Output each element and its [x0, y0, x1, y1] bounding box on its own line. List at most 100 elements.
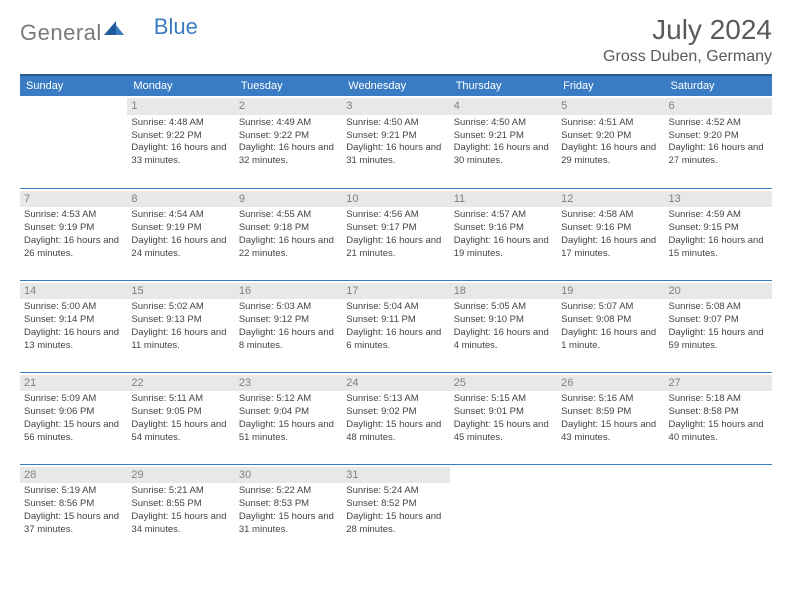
day-content: Sunrise: 5:07 AMSunset: 9:08 PMDaylight:… — [561, 301, 660, 352]
sunset-line: Sunset: 9:13 PM — [131, 314, 230, 327]
sunset-line: Sunset: 9:22 PM — [131, 130, 230, 143]
day-number: 29 — [127, 467, 234, 484]
day-number: 8 — [127, 191, 234, 208]
day-content: Sunrise: 4:52 AMSunset: 9:20 PMDaylight:… — [669, 117, 768, 168]
calendar-cell: 23Sunrise: 5:12 AMSunset: 9:04 PMDayligh… — [235, 372, 342, 464]
sunrise-line: Sunrise: 5:21 AM — [131, 485, 230, 498]
daylight-line: Daylight: 15 hours and 34 minutes. — [131, 511, 230, 537]
weekday-header: Sunday — [20, 75, 127, 96]
day-number: 5 — [557, 98, 664, 115]
calendar-cell: 30Sunrise: 5:22 AMSunset: 8:53 PMDayligh… — [235, 464, 342, 556]
sunset-line: Sunset: 9:21 PM — [346, 130, 445, 143]
sunset-line: Sunset: 8:58 PM — [669, 406, 768, 419]
calendar-cell: 20Sunrise: 5:08 AMSunset: 9:07 PMDayligh… — [665, 280, 772, 372]
calendar-cell: 7Sunrise: 4:53 AMSunset: 9:19 PMDaylight… — [20, 188, 127, 280]
month-title: July 2024 — [603, 14, 772, 46]
day-number: 27 — [665, 375, 772, 392]
sunset-line: Sunset: 9:08 PM — [561, 314, 660, 327]
sunset-line: Sunset: 9:15 PM — [669, 222, 768, 235]
day-content: Sunrise: 5:13 AMSunset: 9:02 PMDaylight:… — [346, 393, 445, 444]
calendar-cell: 21Sunrise: 5:09 AMSunset: 9:06 PMDayligh… — [20, 372, 127, 464]
daylight-line: Daylight: 16 hours and 1 minute. — [561, 327, 660, 353]
location-label: Gross Duben, Germany — [603, 48, 772, 66]
calendar-cell: 19Sunrise: 5:07 AMSunset: 9:08 PMDayligh… — [557, 280, 664, 372]
sunset-line: Sunset: 8:52 PM — [346, 498, 445, 511]
day-number: 16 — [235, 283, 342, 300]
calendar-cell: 8Sunrise: 4:54 AMSunset: 9:19 PMDaylight… — [127, 188, 234, 280]
day-number: 11 — [450, 191, 557, 208]
daylight-line: Daylight: 16 hours and 27 minutes. — [669, 142, 768, 168]
calendar-cell — [557, 464, 664, 556]
day-content: Sunrise: 5:21 AMSunset: 8:55 PMDaylight:… — [131, 485, 230, 536]
calendar-table: Sunday Monday Tuesday Wednesday Thursday… — [20, 74, 772, 556]
calendar-row: 1 Sunrise: 4:48 AMSunset: 9:22 PMDaylight… — [20, 96, 772, 188]
calendar-row: 21Sunrise: 5:09 AMSunset: 9:06 PMDayligh… — [20, 372, 772, 464]
weekday-header: Saturday — [665, 75, 772, 96]
calendar-cell: 18Sunrise: 5:05 AMSunset: 9:10 PMDayligh… — [450, 280, 557, 372]
sunset-line: Sunset: 9:11 PM — [346, 314, 445, 327]
daylight-line: Daylight: 16 hours and 11 minutes. — [131, 327, 230, 353]
sunrise-line: Sunrise: 4:56 AM — [346, 209, 445, 222]
weekday-header: Tuesday — [235, 75, 342, 96]
calendar-cell: 22Sunrise: 5:11 AMSunset: 9:05 PMDayligh… — [127, 372, 234, 464]
day-number: 1 — [127, 98, 234, 115]
calendar-row: 28Sunrise: 5:19 AMSunset: 8:56 PMDayligh… — [20, 464, 772, 556]
sunset-line: Sunset: 9:12 PM — [239, 314, 338, 327]
logo-text-blue: Blue — [154, 14, 198, 40]
sunrise-line: Sunrise: 5:08 AM — [669, 301, 768, 314]
day-number: 2 — [235, 98, 342, 115]
sunrise-line: Sunrise: 5:11 AM — [131, 393, 230, 406]
sunrise-line: Sunrise: 4:55 AM — [239, 209, 338, 222]
day-content: Sunrise: 5:12 AMSunset: 9:04 PMDaylight:… — [239, 393, 338, 444]
sunrise-line: Sunrise: 4:53 AM — [24, 209, 123, 222]
calendar-cell — [665, 464, 772, 556]
day-number: 15 — [127, 283, 234, 300]
sunset-line: Sunset: 9:06 PM — [24, 406, 123, 419]
day-number: 9 — [235, 191, 342, 208]
weekday-header: Wednesday — [342, 75, 449, 96]
calendar-cell: 12Sunrise: 4:58 AMSunset: 9:16 PMDayligh… — [557, 188, 664, 280]
daylight-line: Daylight: 16 hours and 24 minutes. — [131, 235, 230, 261]
logo-triangle-icon — [104, 21, 126, 40]
sunrise-line: Sunrise: 4:57 AM — [454, 209, 553, 222]
daylight-line: Daylight: 15 hours and 48 minutes. — [346, 419, 445, 445]
sunset-line: Sunset: 8:56 PM — [24, 498, 123, 511]
day-number: 25 — [450, 375, 557, 392]
day-content: Sunrise: 5:08 AMSunset: 9:07 PMDaylight:… — [669, 301, 768, 352]
sunrise-line: Sunrise: 5:18 AM — [669, 393, 768, 406]
day-content: Sunrise: 5:03 AMSunset: 9:12 PMDaylight:… — [239, 301, 338, 352]
day-content: Sunrise: 5:02 AMSunset: 9:13 PMDaylight:… — [131, 301, 230, 352]
day-content: Sunrise: 5:18 AMSunset: 8:58 PMDaylight:… — [669, 393, 768, 444]
calendar-cell — [450, 464, 557, 556]
sunrise-line: Sunrise: 5:02 AM — [131, 301, 230, 314]
daylight-line: Daylight: 16 hours and 17 minutes. — [561, 235, 660, 261]
daylight-line: Daylight: 15 hours and 43 minutes. — [561, 419, 660, 445]
day-content: Sunrise: 4:48 AMSunset: 9:22 PMDaylight:… — [131, 117, 230, 168]
logo: General Blue — [20, 20, 198, 46]
calendar-cell: 1 Sunrise: 4:48 AMSunset: 9:22 PMDaylight… — [127, 96, 234, 188]
weekday-header: Monday — [127, 75, 234, 96]
sunrise-line: Sunrise: 5:16 AM — [561, 393, 660, 406]
day-content: Sunrise: 5:05 AMSunset: 9:10 PMDaylight:… — [454, 301, 553, 352]
calendar-cell: 3Sunrise: 4:50 AMSunset: 9:21 PMDaylight… — [342, 96, 449, 188]
sunset-line: Sunset: 9:16 PM — [561, 222, 660, 235]
day-content: Sunrise: 4:50 AMSunset: 9:21 PMDaylight:… — [454, 117, 553, 168]
sunrise-line: Sunrise: 5:03 AM — [239, 301, 338, 314]
calendar-body: 1 Sunrise: 4:48 AMSunset: 9:22 PMDaylight… — [20, 96, 772, 556]
daylight-line: Daylight: 16 hours and 30 minutes. — [454, 142, 553, 168]
day-number: 19 — [557, 283, 664, 300]
calendar-cell: 2Sunrise: 4:49 AMSunset: 9:22 PMDaylight… — [235, 96, 342, 188]
calendar-cell: 17Sunrise: 5:04 AMSunset: 9:11 PMDayligh… — [342, 280, 449, 372]
calendar-cell: 25Sunrise: 5:15 AMSunset: 9:01 PMDayligh… — [450, 372, 557, 464]
sunrise-line: Sunrise: 4:54 AM — [131, 209, 230, 222]
day-number: 21 — [20, 375, 127, 392]
weekday-header-row: Sunday Monday Tuesday Wednesday Thursday… — [20, 75, 772, 96]
day-number: 22 — [127, 375, 234, 392]
daylight-line: Daylight: 16 hours and 29 minutes. — [561, 142, 660, 168]
daylight-line: Daylight: 15 hours and 40 minutes. — [669, 419, 768, 445]
day-number: 7 — [20, 191, 127, 208]
day-content: Sunrise: 5:24 AMSunset: 8:52 PMDaylight:… — [346, 485, 445, 536]
daylight-line: Daylight: 16 hours and 13 minutes. — [24, 327, 123, 353]
sunrise-line: Sunrise: 4:50 AM — [454, 117, 553, 130]
calendar-cell: 10Sunrise: 4:56 AMSunset: 9:17 PMDayligh… — [342, 188, 449, 280]
